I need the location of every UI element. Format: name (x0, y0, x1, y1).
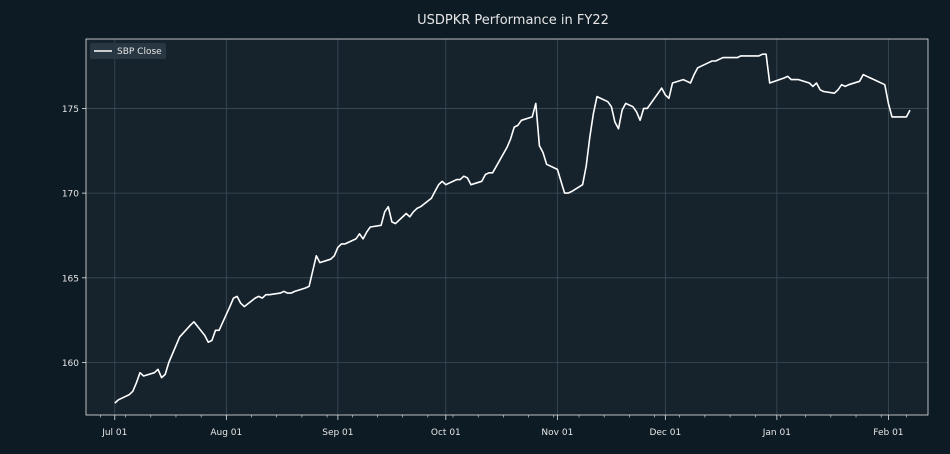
chart-title: USDPKR Performance in FY22 (417, 13, 609, 28)
grid-lines (86, 39, 928, 415)
y-tick-label: 170 (62, 190, 79, 200)
y-tick-label: 175 (62, 105, 79, 115)
legend-label: SBP Close (117, 47, 162, 57)
plot-area (86, 39, 928, 415)
x-tick-label: Feb 01 (873, 428, 903, 438)
y-tick-label: 165 (62, 274, 79, 284)
axes: 160 165 170 175 Jul 01 Aug 01 Sep 01 Oct 01 Nov … (62, 38, 929, 438)
x-tick-label: Oct 01 (431, 428, 461, 438)
legend-box (90, 43, 166, 59)
x-tick-label: Nov 01 (541, 428, 573, 438)
series-group (114, 53, 911, 404)
x-tick-label: Aug 01 (210, 428, 242, 438)
x-tick-label: Jan 01 (762, 428, 791, 438)
x-tick-label: Dec 01 (649, 428, 681, 438)
y-tick-label: 160 (62, 359, 79, 369)
series-line (114, 53, 911, 404)
x-tick-label: Jul 01 (101, 428, 127, 438)
legend: SBP Close (90, 43, 166, 59)
x-tick-label: Sep 01 (322, 428, 353, 438)
axes-frame (85, 38, 929, 416)
